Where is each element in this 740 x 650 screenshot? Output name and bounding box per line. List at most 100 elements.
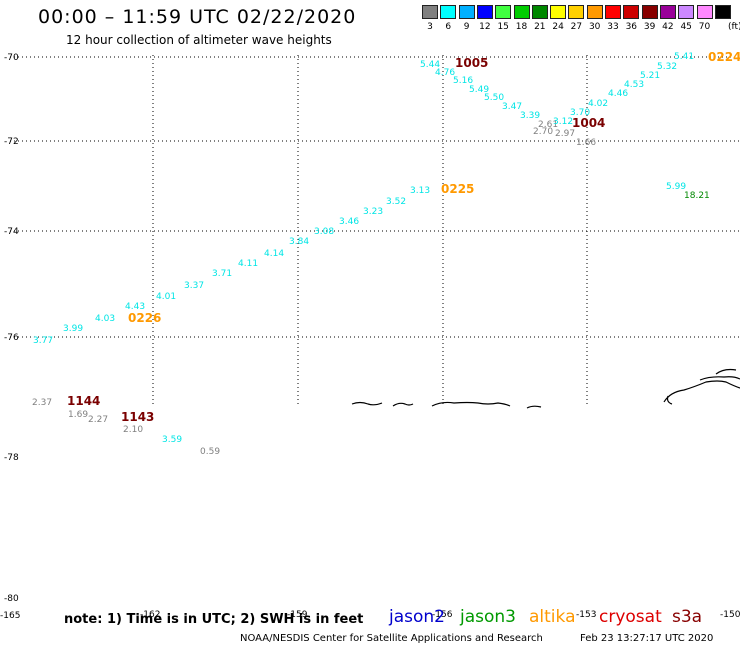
legend-label: 6: [445, 22, 452, 32]
longitude-label: -150: [720, 610, 740, 620]
wave-height-label: 3.70: [570, 108, 590, 118]
wave-height-label: 5.44: [420, 60, 440, 70]
legend-label: 12: [479, 22, 491, 32]
wave-height-label: 2.97: [555, 129, 575, 139]
time-label: 1143: [121, 410, 154, 424]
legend-label: 70: [698, 22, 711, 32]
legend-swatch: [586, 5, 603, 19]
wave-height-label: 4.43: [125, 302, 145, 312]
legend-label: 39: [643, 22, 656, 32]
legend-swatch: [659, 5, 676, 19]
wave-height-label: 3.08: [314, 227, 334, 237]
footnote: note: 1) Time is in UTC; 2) SWH is in fe…: [64, 612, 364, 627]
wave-height-label: 3.39: [520, 111, 540, 121]
legend-label: 30: [588, 22, 601, 32]
wave-height-label: 3.52: [386, 197, 406, 207]
legend-label: 18: [515, 22, 528, 32]
legend-label: 27: [570, 22, 583, 32]
legend-label: 36: [625, 22, 638, 32]
satellite-jason3: jason3: [460, 607, 516, 627]
wave-height-label: 5.21: [640, 71, 660, 81]
wave-height-label: 5.41: [674, 52, 694, 62]
wave-height-label: 5.16: [453, 76, 473, 86]
wave-height-label: 4.03: [95, 314, 115, 324]
wave-height-label: 4.53: [624, 80, 644, 90]
satellite-altika: altika: [529, 607, 576, 627]
legend-swatch: [641, 5, 658, 19]
wave-height-label: 3.12: [553, 117, 573, 127]
time-label: 1004: [572, 116, 605, 130]
latitude-label: -72: [4, 137, 19, 147]
legend-label: 15: [497, 22, 509, 32]
map-subtitle: 12 hour collection of altimeter wave hei…: [66, 33, 332, 47]
wave-height-label: 2.70: [533, 127, 553, 137]
wave-height-label: 2.37: [32, 398, 52, 408]
wave-height-label: 1.66: [576, 138, 596, 148]
longitude-label: -153: [576, 610, 596, 620]
wave-height-label: 3.84: [289, 237, 309, 247]
map-title: 00:00 – 11:59 UTC 02/22/2020: [38, 6, 357, 28]
wave-height-label: 1.69: [68, 410, 88, 420]
legend-label: 33: [607, 22, 619, 32]
wave-height-label: 4.76: [435, 68, 455, 78]
wave-height-label: 3.13: [410, 186, 430, 196]
latitude-labels: -70 -72 -74 -76 -78 -80: [4, 53, 19, 604]
legend-label: 3: [427, 22, 433, 32]
longitude-label: -159: [287, 610, 308, 620]
wave-height-label: 4.02: [588, 99, 608, 109]
legend-label: 21: [534, 22, 546, 32]
legend-unit: (ft): [728, 22, 740, 32]
wave-height-label: 5.99: [666, 182, 686, 192]
legend-swatch: [678, 5, 695, 19]
wave-height-label: 5.32: [657, 62, 677, 72]
time-label: 1144: [67, 394, 100, 408]
latitude-label: -70: [4, 53, 19, 63]
time-label: 1005: [455, 56, 488, 70]
legend-label: 42: [662, 22, 674, 32]
legend-swatch: [696, 5, 713, 19]
legend-swatch: [531, 5, 548, 19]
wave-height-label: 4.14: [264, 249, 284, 259]
wave-height-label: 4.11: [238, 259, 258, 269]
latitude-label: -76: [4, 333, 19, 343]
legend-swatch: [605, 5, 621, 19]
time-label: 0224: [708, 50, 740, 64]
wave-height-label: 3.77: [33, 336, 53, 346]
wave-height-label: 3.71: [212, 269, 232, 279]
latitude-label: -78: [4, 453, 19, 463]
legend-swatch: [550, 5, 567, 19]
latitude-label: -74: [4, 227, 19, 237]
wave-height-label: 4.46: [608, 89, 628, 99]
credit: NOAA/NESDIS Center for Satellite Applica…: [240, 633, 543, 644]
satellite-cryosat: cryosat: [599, 607, 662, 627]
wave-height-label: 3.99: [63, 324, 83, 334]
legend-label: 45: [680, 22, 692, 32]
legend-swatch: [495, 5, 512, 19]
legend-swatch: [422, 5, 438, 19]
wave-height-label: 3.47: [502, 102, 522, 112]
legend-swatch: [714, 5, 731, 19]
wave-height-label: 2.27: [88, 415, 108, 425]
longitude-label: -162: [140, 610, 160, 620]
graticule: [10, 55, 740, 406]
legend-swatch: [568, 5, 585, 19]
wave-height-label: 2.61: [538, 120, 558, 130]
wave-height-label: 3.23: [363, 207, 383, 217]
legend-swatch: [458, 5, 475, 19]
satellite-jason2: jason2: [389, 607, 445, 627]
legend-swatch: [440, 5, 457, 19]
legend-swatch: [476, 5, 493, 19]
wave-height-label: 5.50: [484, 93, 504, 103]
wave-height-label: 3.59: [162, 435, 182, 445]
generated-time: Feb 23 13:27:17 UTC 2020: [580, 633, 714, 644]
antarctic-coastline: [351, 368, 740, 409]
wave-height-label: 3.46: [339, 217, 359, 227]
wave-height-label: 0.59: [200, 447, 220, 457]
wave-height-label: 3.37: [184, 281, 204, 291]
latitude-label: -80: [4, 594, 19, 604]
wave-height-label: 2.10: [123, 425, 143, 435]
time-label: 0226: [128, 311, 161, 325]
longitude-label: -156: [432, 610, 453, 620]
